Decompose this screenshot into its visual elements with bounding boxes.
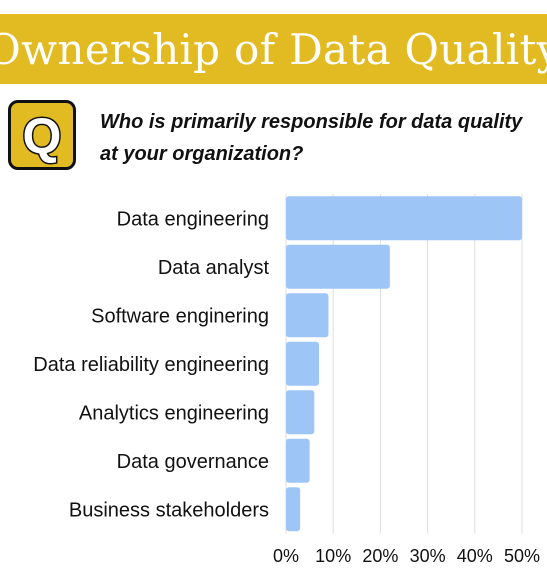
x-tick-label: 0% bbox=[273, 546, 299, 566]
category-label: Software enginering bbox=[91, 305, 269, 327]
x-tick-label: 20% bbox=[362, 546, 398, 566]
category-label: Data engineering bbox=[117, 208, 269, 230]
page-title: Ownership of Data Quality bbox=[0, 24, 547, 74]
bar bbox=[286, 487, 301, 532]
question-badge: Q bbox=[8, 100, 76, 170]
bar bbox=[286, 341, 320, 386]
x-tick-label: 40% bbox=[457, 546, 493, 566]
bar bbox=[286, 293, 329, 338]
category-label: Business stakeholders bbox=[69, 499, 269, 521]
bar bbox=[286, 196, 522, 241]
bar bbox=[286, 390, 315, 435]
badge-letter: Q bbox=[23, 108, 62, 164]
bar bbox=[286, 244, 390, 289]
category-label: Data reliability engineering bbox=[33, 354, 269, 376]
category-label: Analytics engineering bbox=[79, 402, 269, 424]
survey-question: Who is primarily responsible for data qu… bbox=[100, 111, 523, 165]
question-q-icon: Q bbox=[21, 107, 63, 166]
title-banner: Ownership of Data Quality bbox=[0, 14, 547, 84]
x-tick-label: 30% bbox=[410, 546, 446, 566]
bar bbox=[286, 438, 310, 483]
category-label: Data governance bbox=[117, 451, 269, 473]
category-label: Data analyst bbox=[158, 257, 270, 279]
x-tick-label: 50% bbox=[504, 546, 540, 566]
x-tick-label: 10% bbox=[315, 546, 351, 566]
